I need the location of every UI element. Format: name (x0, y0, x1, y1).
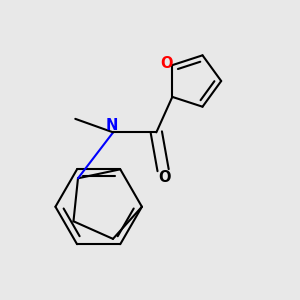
Text: N: N (106, 118, 118, 133)
Text: O: O (158, 170, 171, 185)
Text: O: O (160, 56, 172, 71)
